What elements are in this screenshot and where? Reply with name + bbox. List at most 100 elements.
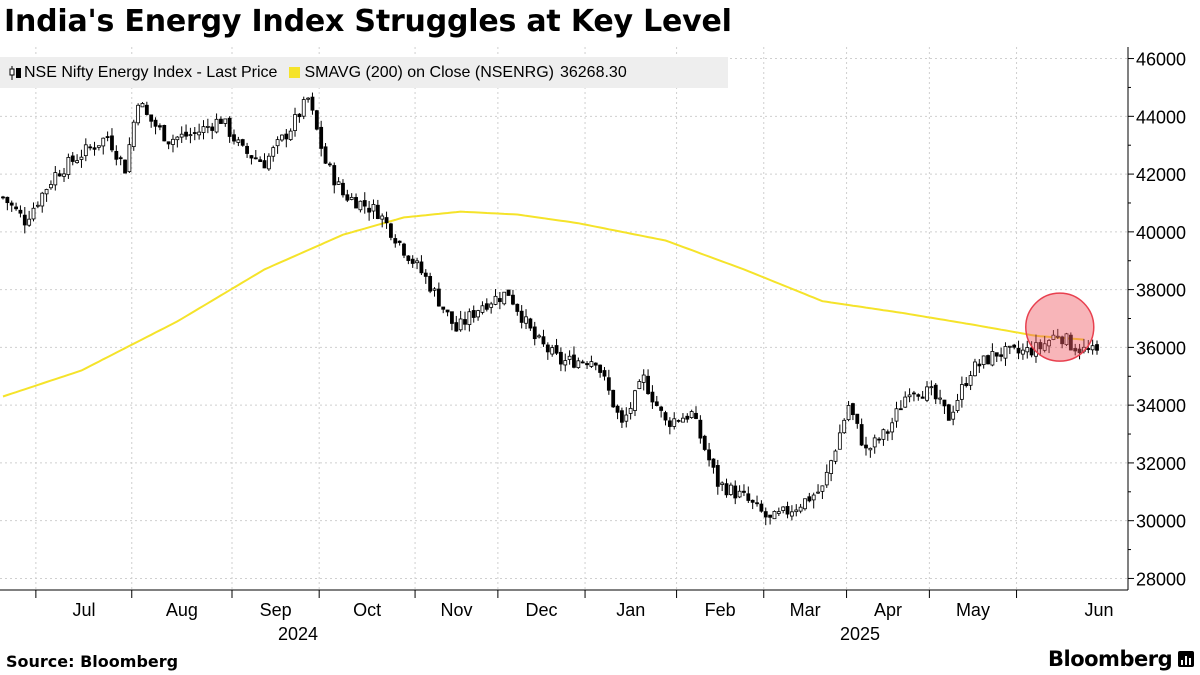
candle-body-down: [436, 288, 441, 307]
candle-body-down: [585, 363, 589, 366]
candle-body-up: [798, 506, 803, 512]
chart-title: India's Energy Index Struggles at Key Le…: [4, 4, 732, 39]
candle-body-down: [428, 276, 433, 292]
legend-price-label: NSE Nifty Energy Index - Last Price: [24, 63, 278, 81]
candle: [467, 308, 472, 332]
candle: [27, 210, 32, 227]
candle: [66, 153, 71, 179]
candle: [354, 193, 358, 209]
candle-body-up: [188, 134, 193, 137]
candle: [585, 361, 589, 369]
candle: [798, 503, 803, 514]
candle: [188, 127, 193, 144]
candle: [576, 357, 581, 369]
candle: [1047, 338, 1051, 354]
candle-body-down: [327, 163, 332, 166]
candle: [994, 352, 999, 362]
y-tick-label: 30000: [1136, 512, 1186, 532]
candle-body-down: [615, 405, 620, 413]
candle: [458, 310, 463, 332]
y-tick-label: 40000: [1136, 223, 1186, 243]
candle: [929, 380, 934, 396]
candle: [301, 96, 306, 120]
candle: [380, 213, 385, 228]
candle: [794, 504, 799, 517]
candle-body-down: [441, 306, 446, 310]
candle-body-down: [310, 96, 315, 111]
candle-body-down: [763, 511, 768, 518]
candle-body-up: [929, 386, 934, 389]
candle: [955, 393, 960, 413]
candle-body-up: [502, 291, 507, 305]
candle: [393, 234, 398, 248]
candle-body-up: [720, 482, 725, 485]
candle: [633, 389, 637, 417]
candle: [868, 447, 873, 458]
candle-body-up: [1003, 346, 1008, 359]
candle: [70, 152, 75, 166]
candle-body-up: [275, 139, 280, 147]
candle-body-up: [136, 104, 141, 124]
candle-body-down: [659, 406, 664, 411]
candle-body-up: [728, 484, 733, 495]
candle-body-down: [1012, 344, 1017, 348]
candle-body-up: [1064, 333, 1069, 346]
candle-body-up: [973, 361, 977, 377]
candle-body-up: [223, 118, 228, 124]
candle: [511, 289, 515, 306]
candle-body-up: [205, 125, 210, 128]
candle: [497, 291, 502, 310]
candle-body-down: [768, 514, 773, 518]
candle-body-up: [467, 311, 472, 326]
candle: [31, 202, 36, 222]
candle: [1042, 336, 1047, 353]
candle-body-up: [637, 381, 642, 390]
x-tick-label: Jun: [1084, 600, 1113, 620]
candle: [428, 272, 433, 294]
candle: [62, 167, 66, 182]
candle-body-up: [79, 156, 84, 160]
candle: [105, 131, 110, 142]
candle-body-down: [711, 458, 716, 468]
candle: [349, 193, 354, 201]
candle-body-up: [633, 390, 637, 411]
x-tick-label: Dec: [525, 600, 557, 620]
candle: [9, 200, 14, 212]
candle-body-down: [14, 206, 18, 210]
candle-body-up: [968, 375, 973, 386]
candle: [136, 103, 141, 126]
candle: [524, 309, 528, 330]
candle-body-down: [166, 141, 171, 145]
candle-body-down: [694, 412, 698, 419]
candle-body-down: [785, 506, 790, 515]
candle: [162, 124, 167, 142]
candle: [707, 442, 711, 467]
chart-axes: 28000 30000 32000 34000 36000 38000 40000 42000…: [0, 47, 1186, 644]
x-year-label: 2025: [840, 624, 880, 644]
candle-body-up: [236, 139, 241, 143]
candle: [1064, 332, 1069, 347]
candle-body-up: [1047, 340, 1051, 347]
candle: [550, 344, 555, 357]
candle: [14, 202, 18, 211]
candle-body-down: [1029, 347, 1034, 356]
candle-body-down: [375, 204, 380, 219]
candle: [367, 200, 372, 221]
candle-body-down: [807, 496, 812, 502]
y-tick-label: 28000: [1136, 569, 1186, 589]
candle-body-down: [332, 165, 337, 186]
candle-body-down: [877, 438, 881, 441]
candle: [245, 142, 249, 158]
candlestick-series: [1, 92, 1099, 526]
candle-body-up: [628, 407, 633, 414]
candle: [266, 153, 271, 171]
candle-body-down: [1086, 348, 1091, 350]
candlestick-icon: [9, 65, 21, 80]
candle: [262, 153, 267, 169]
candle-body-down: [916, 394, 921, 397]
candle: [820, 485, 825, 500]
x-tick-label: Jan: [616, 600, 645, 620]
candle-body-up: [776, 511, 781, 514]
candle: [489, 301, 494, 314]
